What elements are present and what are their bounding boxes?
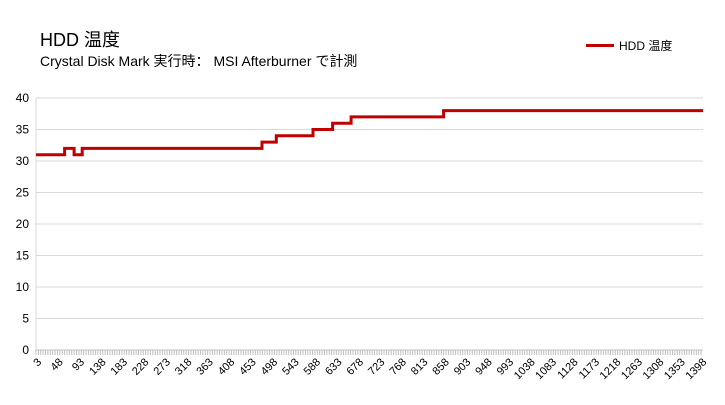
y-axis: 0 5 10 15 20 25 30 35 40 (16, 91, 30, 357)
x-tick-label: 1308 (641, 356, 667, 382)
chart-subtitle: Crystal Disk Mark 実行時： MSI Afterburner で… (40, 53, 358, 69)
x-tick-label: 48 (49, 356, 66, 373)
y-tick-label: 30 (16, 154, 30, 168)
x-tick-label: 228 (130, 356, 151, 377)
chart-title: HDD 温度 (40, 30, 120, 50)
x-tick-label: 1083 (533, 356, 559, 382)
series-line (36, 109, 703, 157)
y-tick-label: 20 (16, 217, 30, 231)
x-tick-label: 723 (366, 356, 387, 377)
series-layer (36, 109, 703, 157)
x-tick-label: 903 (452, 356, 473, 377)
x-tick-label: 543 (280, 356, 301, 377)
legend-swatch (586, 44, 614, 47)
x-tick-label: 588 (302, 356, 323, 377)
y-tick-label: 40 (16, 91, 30, 105)
legend: HDD 温度 (586, 37, 672, 54)
gridlines (35, 97, 703, 351)
x-tick-label: 273 (151, 356, 172, 377)
x-tick-label: 3 (31, 356, 44, 369)
x-tick-label: 1038 (512, 356, 538, 382)
y-tick-label: 35 (16, 123, 30, 137)
x-tick-label: 1128 (555, 356, 580, 381)
x-tick-label: 1218 (598, 356, 624, 382)
x-tick-label: 93 (70, 356, 87, 373)
x-tick-label: 948 (473, 356, 494, 377)
x-tick-label: 1398 (684, 356, 710, 382)
x-tick-label: 633 (323, 356, 344, 377)
x-tick-label: 138 (87, 356, 108, 377)
x-tick-label: 1263 (619, 356, 645, 382)
x-tick-label: 768 (387, 356, 408, 377)
x-axis: 3 48 93 138 183 228 273 318 363 408 453 498 543 588 63… (31, 349, 710, 382)
x-tick-label: 813 (409, 356, 430, 377)
y-tick-label: 10 (16, 280, 30, 294)
y-tick-label: 15 (16, 249, 30, 263)
x-tick-label: 1173 (577, 356, 602, 381)
y-tick-label: 0 (22, 343, 29, 357)
x-tick-label: 498 (259, 356, 280, 377)
x-tick-label: 453 (237, 356, 258, 377)
x-tick-label: 858 (430, 356, 451, 377)
x-tick-label: 408 (216, 356, 237, 377)
legend-label: HDD 温度 (619, 39, 673, 53)
x-tick-label: 1353 (662, 356, 688, 382)
y-tick-label: 25 (16, 186, 30, 200)
x-tick-label: 363 (194, 356, 215, 377)
x-tick-label: 318 (173, 356, 194, 377)
y-tick-label: 5 (22, 312, 29, 326)
x-tick-label: 678 (345, 356, 366, 377)
x-tick-label: 183 (109, 356, 130, 377)
